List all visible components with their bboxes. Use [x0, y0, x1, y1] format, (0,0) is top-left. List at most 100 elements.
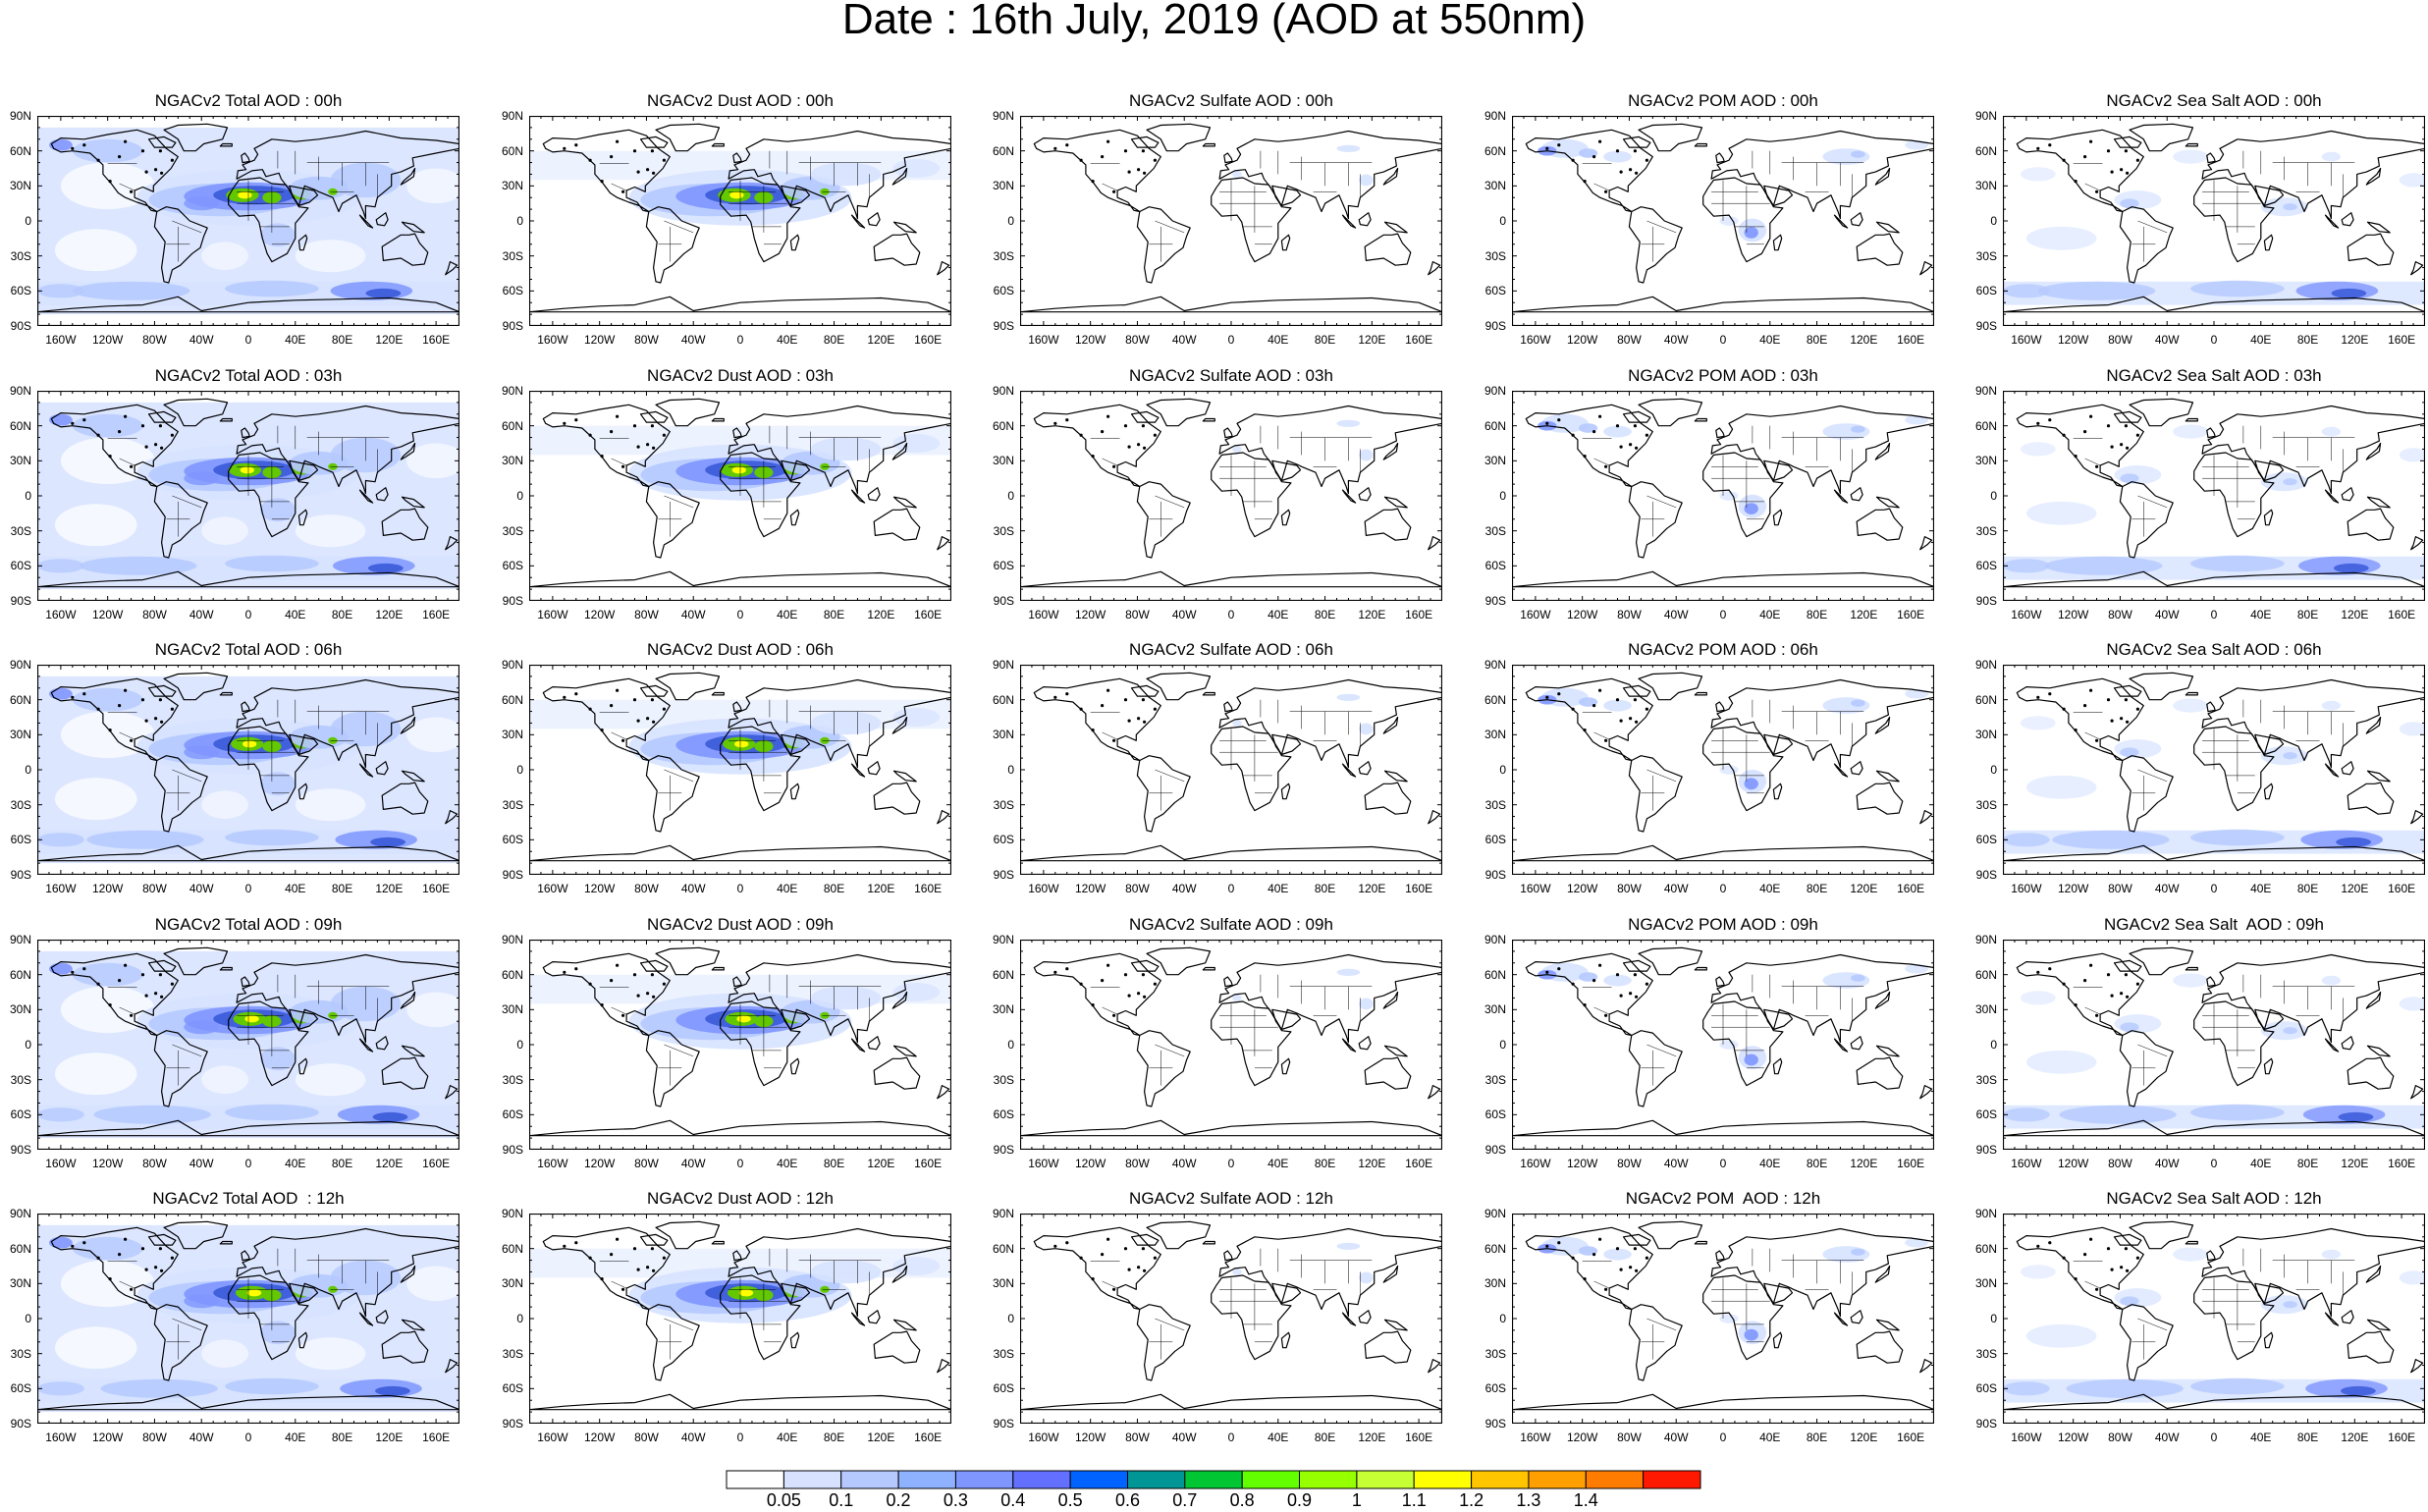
lon-tick-label: 120E: [2341, 1157, 2369, 1170]
lon-tick-label: 80E: [331, 1157, 353, 1170]
lon-tick-label: 80E: [1314, 608, 1336, 621]
lat-tick-label: 30S: [1975, 523, 1997, 538]
lon-tick-label: 80W: [1617, 1431, 1642, 1444]
colorbar-tick-label: 0.05: [766, 1490, 801, 1510]
panel-title: NGACv2 Dust AOD : 00h: [647, 91, 834, 110]
map-frame: [1512, 1214, 1934, 1424]
colorbar-swatch: [1069, 1470, 1128, 1489]
aod-field: [2003, 149, 2425, 305]
colorbar-tick-label: 0.7: [1172, 1490, 1198, 1510]
lon-tick-label: 120W: [2057, 882, 2089, 895]
lon-tick-label: 80E: [1314, 333, 1336, 347]
lon-tick-label: 0: [1719, 1431, 1727, 1444]
coastlines: [2003, 946, 2425, 1137]
lat-tick-label: 30N: [501, 179, 523, 193]
colorbar-swatch: [1471, 1470, 1530, 1489]
lat-tick-label: 60S: [10, 284, 31, 298]
map-frame: [2003, 391, 2425, 601]
lon-tick-label: 40W: [2154, 1157, 2180, 1170]
lon-tick-label: 80W: [634, 882, 659, 895]
lon-tick-label: 160W: [1520, 1431, 1551, 1444]
panel-title: NGACv2 Sea Salt AOD : 06h: [2106, 640, 2322, 659]
lon-tick-label: 40E: [2250, 1431, 2272, 1444]
lat-tick-label: 30S: [502, 1072, 523, 1087]
lat-tick-label: 30S: [1975, 1346, 1997, 1361]
lat-tick-label: 90S: [1975, 319, 1997, 333]
lake-dots: [1545, 963, 1648, 1017]
lat-tick-label: 90N: [501, 384, 523, 398]
lon-tick-label: 120E: [1358, 1157, 1386, 1170]
lon-tick-label: 40W: [1663, 608, 1689, 621]
lon-tick-label: 160W: [1028, 608, 1059, 621]
lake-dots: [71, 963, 174, 1017]
lon-tick-label: 40E: [1268, 1157, 1289, 1170]
lat-tick-label: 0: [516, 763, 523, 777]
lon-tick-label: 80E: [823, 608, 845, 621]
lon-tick-label: 80W: [634, 333, 659, 347]
lat-tick-label: 60N: [1484, 692, 1506, 707]
colorbar-swatch: [782, 1470, 842, 1489]
coastlines: [1020, 123, 1442, 313]
lon-tick-label: 160E: [914, 333, 943, 347]
lon-tick-label: 80E: [1314, 1431, 1336, 1444]
lat-tick-label: 60S: [1484, 1107, 1506, 1122]
lon-tick-label: 160E: [914, 882, 943, 895]
lat-tick-label: 90S: [10, 1417, 31, 1431]
lon-tick-label: 160W: [537, 882, 568, 895]
lon-tick-label: 120E: [375, 608, 404, 621]
lat-tick-label: 30N: [1974, 1002, 1997, 1017]
lat-tick-label: 60N: [1974, 418, 1997, 433]
lat-tick-label: 90S: [1975, 1143, 1997, 1157]
lat-tick-label: 90S: [10, 594, 31, 608]
lat-tick-label: 90N: [1974, 384, 1997, 398]
lat-tick-label: 30S: [502, 797, 523, 812]
lon-tick-label: 80E: [823, 1157, 845, 1170]
lon-tick-label: 160E: [2388, 1157, 2416, 1170]
lat-tick-label: 60S: [1484, 833, 1506, 847]
lat-tick-label: 90S: [502, 594, 523, 608]
coastlines: [529, 398, 951, 588]
lon-tick-label: 120W: [2057, 333, 2089, 347]
lon-tick-label: 120W: [2057, 1431, 2089, 1444]
lat-tick-label: 60N: [9, 692, 31, 707]
lat-tick-label: 30N: [501, 1002, 523, 1017]
lon-tick-label: 40W: [1171, 882, 1197, 895]
lon-tick-label: 80E: [1314, 1157, 1336, 1170]
lon-tick-label: 120W: [91, 1157, 124, 1170]
lat-tick-label: 60N: [9, 418, 31, 433]
lake-dots: [1053, 139, 1157, 193]
lon-tick-label: 80E: [331, 333, 353, 347]
lat-tick-label: 60N: [501, 967, 523, 982]
lat-tick-label: 30N: [9, 1276, 31, 1291]
map-frame: [1020, 391, 1442, 601]
coastlines: [37, 672, 459, 862]
lat-tick-label: 30N: [501, 454, 523, 468]
lat-tick-label: 0: [1990, 214, 1997, 228]
lat-tick-label: 60N: [501, 418, 523, 433]
country-borders: [599, 1248, 882, 1360]
lon-tick-label: 80W: [634, 608, 659, 621]
lat-tick-label: 90S: [1484, 319, 1506, 333]
lake-dots: [1053, 414, 1157, 468]
lat-tick-label: 60N: [992, 143, 1014, 158]
lat-tick-label: 60N: [992, 1241, 1014, 1256]
colorbar-tick-label: 0.2: [886, 1490, 911, 1510]
lon-tick-label: 160W: [1028, 1157, 1059, 1170]
lat-tick-label: 0: [25, 763, 31, 777]
lon-tick-label: 40E: [285, 882, 306, 895]
lon-tick-label: 160W: [2011, 333, 2042, 347]
map-frame: [2003, 665, 2425, 875]
lat-tick-label: 60N: [1974, 967, 1997, 982]
coastlines: [1512, 946, 1934, 1137]
lon-tick-label: 0: [1227, 1157, 1235, 1170]
map-frame: [37, 665, 459, 875]
lon-tick-label: 80W: [142, 333, 167, 347]
lon-tick-label: 160E: [2388, 882, 2416, 895]
world-map: [2003, 116, 2425, 326]
lon-tick-label: 120E: [1358, 608, 1386, 621]
lat-tick-label: 90N: [992, 1207, 1014, 1220]
lake-dots: [563, 688, 666, 742]
lat-tick-label: 90S: [502, 1143, 523, 1157]
world-map: [529, 1214, 951, 1424]
lon-tick-label: 160E: [1405, 333, 1433, 347]
